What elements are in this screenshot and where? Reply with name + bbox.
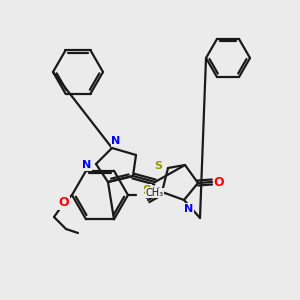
Text: H: H [152,187,160,197]
Text: N: N [184,204,194,214]
Text: O: O [214,176,224,190]
Text: N: N [111,136,121,146]
Text: S: S [142,184,152,197]
Text: S: S [154,161,162,171]
Text: O: O [59,196,69,209]
Text: CH₃: CH₃ [145,188,163,198]
Text: N: N [82,160,91,170]
